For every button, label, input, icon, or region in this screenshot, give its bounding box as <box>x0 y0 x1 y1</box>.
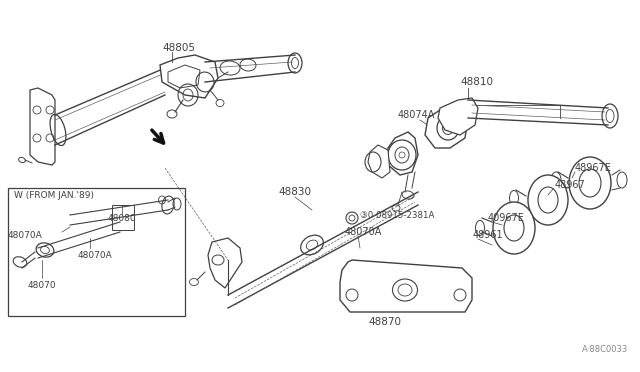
Ellipse shape <box>346 212 358 224</box>
Text: 48070: 48070 <box>28 280 56 289</box>
Text: 48967E: 48967E <box>575 163 612 173</box>
Text: 48967: 48967 <box>555 180 586 190</box>
Text: 48830: 48830 <box>278 187 311 197</box>
Polygon shape <box>388 132 418 175</box>
Polygon shape <box>340 260 472 312</box>
Polygon shape <box>168 65 200 88</box>
Text: ③0 08915-2381A: ③0 08915-2381A <box>360 211 435 219</box>
Text: 48070A: 48070A <box>345 227 382 237</box>
Text: 48070A: 48070A <box>8 231 43 240</box>
Polygon shape <box>160 55 218 98</box>
Text: 48070A: 48070A <box>78 250 113 260</box>
Polygon shape <box>438 98 478 135</box>
Ellipse shape <box>569 157 611 209</box>
Text: 48074A: 48074A <box>398 110 435 120</box>
Bar <box>112 205 134 230</box>
Ellipse shape <box>493 202 535 254</box>
Text: 40967E: 40967E <box>488 213 525 223</box>
Text: 48080: 48080 <box>108 214 136 222</box>
Text: W (FROM JAN.'89): W (FROM JAN.'89) <box>14 190 94 199</box>
Text: 48805: 48805 <box>162 43 195 53</box>
Polygon shape <box>30 88 55 165</box>
Text: 48961: 48961 <box>473 230 504 240</box>
Polygon shape <box>425 108 468 148</box>
Text: 48870: 48870 <box>369 317 401 327</box>
Bar <box>8 188 185 316</box>
Text: 48810: 48810 <box>460 77 493 87</box>
Polygon shape <box>208 238 242 288</box>
Ellipse shape <box>528 175 568 225</box>
Polygon shape <box>368 145 390 178</box>
Text: A·88C0033: A·88C0033 <box>582 345 628 354</box>
